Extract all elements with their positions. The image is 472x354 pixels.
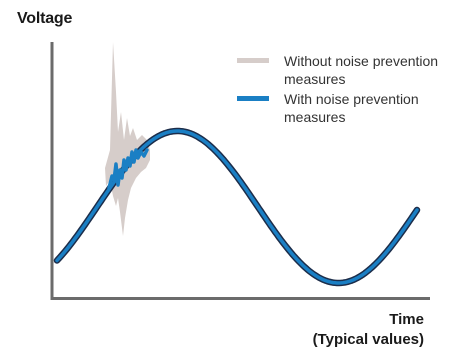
legend-item-without-measures: Without noise prevention measures [237, 52, 467, 88]
gray-line-swatch-icon [237, 58, 269, 63]
x-axis-label-note: (Typical values) [312, 331, 424, 348]
legend-label-with-measures: With noise prevention measures [284, 91, 419, 125]
noise-band [105, 42, 150, 236]
x-axis-label-title: Time [389, 311, 424, 328]
blue-line-swatch-icon [237, 96, 269, 101]
residual-noise-line [107, 148, 149, 190]
legend: Without noise prevention measures With n… [237, 52, 467, 126]
legend-item-with-measures: With noise prevention measures [237, 90, 467, 126]
x-axis-label: Time (Typical values) [313, 310, 424, 350]
legend-label-without-measures: Without noise prevention measures [284, 53, 439, 87]
y-axis-label: Voltage [17, 10, 73, 27]
